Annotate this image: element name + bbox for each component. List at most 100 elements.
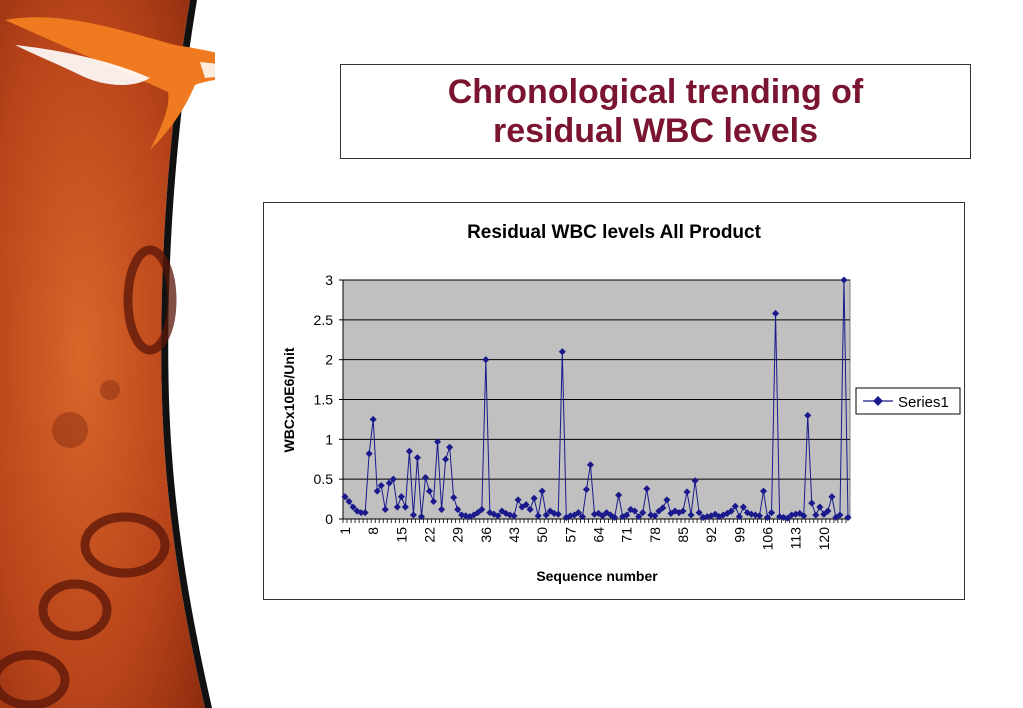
data-point — [393, 503, 401, 511]
data-point — [820, 510, 828, 518]
data-point — [800, 512, 808, 520]
data-point — [763, 513, 772, 521]
data-point — [454, 505, 462, 513]
x-axis-ticks: 1 8 15 22 29 36 43 50 57 64 71 78 85 92 99 106 113 120 — [337, 519, 847, 551]
data-point — [401, 503, 409, 511]
data-point — [373, 487, 381, 495]
slide-title: Chronological trending of residual WBC l… — [448, 73, 864, 151]
pelican-logo-icon — [5, 17, 215, 150]
data-point — [623, 511, 631, 519]
data-point — [438, 505, 446, 513]
y-tick-label: 2.5 — [314, 312, 334, 328]
data-point — [755, 512, 763, 520]
x-tick-label: 57 — [562, 527, 578, 543]
data-point — [450, 493, 458, 502]
data-point — [430, 497, 438, 506]
data-point — [554, 510, 562, 518]
slide-title-line-2: residual WBC levels — [492, 111, 818, 150]
x-tick-label: 22 — [422, 527, 438, 543]
data-point — [687, 511, 695, 519]
data-point — [365, 450, 373, 458]
data-point — [586, 461, 594, 469]
y-tick-label: 0.5 — [314, 471, 334, 487]
data-point — [349, 503, 357, 511]
data-point — [735, 513, 743, 521]
gridlines — [342, 279, 850, 520]
data-point — [808, 499, 816, 507]
data-point — [434, 438, 442, 446]
data-point — [421, 474, 430, 482]
data-point — [397, 493, 405, 501]
data-point — [812, 511, 820, 519]
data-point — [442, 455, 450, 463]
data-point — [599, 512, 607, 520]
data-point — [409, 511, 417, 519]
data-point — [655, 507, 663, 515]
line-chart: Residual WBC levels All Product 0 0.5 1 1.5… — [281, 222, 961, 584]
legend-series-label: Series1 — [898, 394, 949, 411]
data-point — [679, 507, 687, 515]
data-point — [611, 513, 619, 521]
y-tick-label: 1.5 — [314, 392, 334, 408]
data-point — [659, 504, 667, 512]
x-tick-label: 113 — [788, 527, 804, 550]
data-point — [578, 513, 586, 521]
data-point — [615, 491, 623, 499]
y-axis-ticks: 0 0.5 1 1.5 2 2.5 3 — [314, 272, 343, 527]
x-tick-label: 106 — [760, 527, 776, 551]
data-point — [784, 514, 792, 522]
data-point — [558, 348, 566, 356]
data-point — [739, 503, 747, 511]
data-point — [816, 503, 824, 511]
data-point — [522, 501, 530, 509]
data-point — [381, 505, 389, 513]
x-tick-label: 50 — [534, 527, 550, 543]
data-point — [542, 511, 550, 519]
x-tick-label: 85 — [675, 527, 691, 543]
data-point — [772, 309, 780, 317]
data-point — [377, 482, 385, 490]
y-tick-label: 3 — [325, 272, 333, 288]
data-point — [389, 475, 397, 483]
decorative-side-artwork — [0, 0, 215, 708]
data-point — [514, 496, 522, 504]
data-point — [727, 507, 735, 515]
data-point — [840, 276, 848, 284]
x-tick-label: 92 — [703, 527, 719, 543]
x-tick-label: 8 — [365, 527, 381, 535]
x-tick-label: 15 — [393, 527, 409, 543]
data-point — [635, 513, 643, 521]
data-point — [526, 505, 534, 513]
x-tick-label: 99 — [731, 527, 747, 543]
y-tick-label: 1 — [325, 431, 333, 447]
data-point — [824, 507, 832, 515]
data-point — [759, 487, 768, 495]
data-point — [844, 513, 852, 521]
data-point — [828, 493, 836, 501]
data-point — [538, 487, 546, 495]
data-point — [836, 511, 844, 519]
x-tick-label: 78 — [647, 527, 663, 543]
data-point — [663, 496, 671, 504]
x-axis-label: Sequence number — [536, 568, 658, 584]
legend-marker — [873, 396, 883, 406]
y-axis-label: WBCx10E6/Unit — [281, 347, 297, 452]
data-point — [482, 356, 490, 364]
data-point — [417, 513, 425, 521]
x-tick-label: 120 — [816, 527, 832, 551]
data-point — [405, 447, 413, 455]
data-point — [683, 488, 691, 496]
x-tick-label: 71 — [619, 527, 635, 543]
chart-title: Residual WBC levels All Product — [467, 222, 762, 243]
x-tick-label: 1 — [337, 527, 353, 535]
data-point — [804, 411, 812, 419]
data-point — [341, 493, 349, 501]
slide-title-box: Chronological trending of residual WBC l… — [340, 64, 971, 159]
y-tick-label: 2 — [325, 352, 333, 368]
data-point — [345, 497, 353, 506]
data-point — [582, 485, 590, 494]
data-point — [731, 502, 739, 510]
data-point — [425, 487, 434, 495]
data-point — [639, 509, 647, 517]
data-point — [643, 485, 651, 493]
